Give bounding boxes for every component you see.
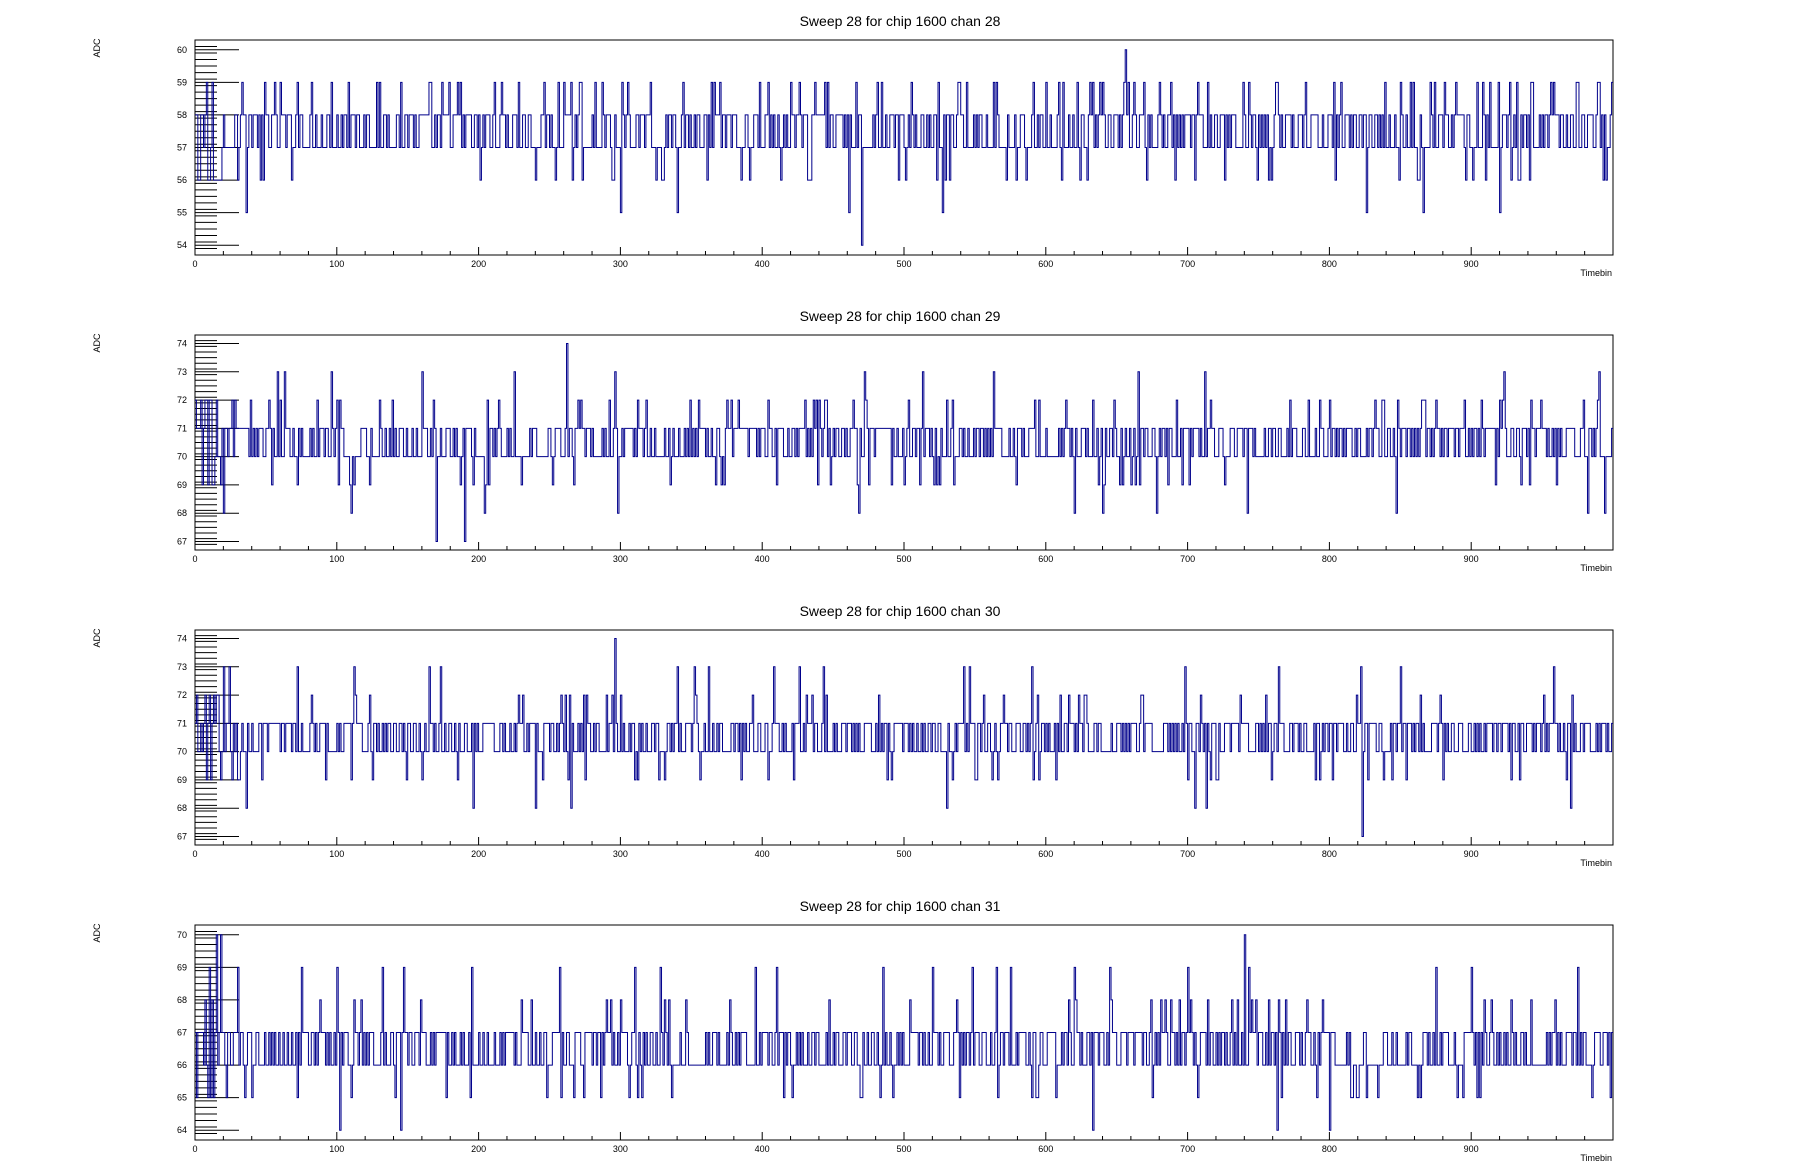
x-tick-label: 700: [1180, 259, 1195, 269]
x-tick-label: 0: [192, 554, 197, 564]
x-tick-label: 500: [896, 1144, 911, 1154]
x-tick-label: 200: [471, 554, 486, 564]
panel-chan-31: Sweep 28 for chip 1600 chan 31 ADC Timeb…: [92, 898, 1614, 1163]
y-tick-label: 70: [177, 930, 187, 940]
x-tick-label: 200: [471, 259, 486, 269]
x-tick-label: 900: [1464, 259, 1479, 269]
chart-title: Sweep 28 for chip 1600 chan 30: [800, 603, 1001, 619]
adc-series-line: [195, 934, 1613, 1131]
x-axis-label: Timebin: [1580, 858, 1612, 868]
y-tick-label: 69: [177, 962, 187, 972]
y-tick-label: 55: [177, 208, 187, 218]
x-tick-label: 0: [192, 259, 197, 269]
y-tick-label: 60: [177, 45, 187, 55]
y-tick-label: 74: [177, 338, 187, 348]
x-tick-label: 300: [613, 259, 628, 269]
x-axis-label: Timebin: [1580, 1153, 1612, 1163]
y-tick-label: 54: [177, 240, 187, 250]
chart-title: Sweep 28 for chip 1600 chan 29: [800, 308, 1001, 324]
y-axis-label: ADC: [92, 333, 102, 353]
x-axis-label: Timebin: [1580, 268, 1612, 278]
x-tick-label: 100: [329, 849, 344, 859]
y-tick-label: 68: [177, 508, 187, 518]
y-tick-label: 69: [177, 775, 187, 785]
x-tick-label: 800: [1322, 259, 1337, 269]
x-tick-label: 100: [329, 554, 344, 564]
y-tick-label: 67: [177, 1028, 187, 1038]
x-tick-label: 0: [192, 849, 197, 859]
y-axis-label: ADC: [92, 628, 102, 648]
x-tick-label: 200: [471, 1144, 486, 1154]
adc-series-line: [195, 49, 1613, 246]
x-tick-label: 300: [613, 1144, 628, 1154]
x-tick-label: 700: [1180, 849, 1195, 859]
x-axis-label: Timebin: [1580, 563, 1612, 573]
x-tick-label: 0: [192, 1144, 197, 1154]
adc-series-line: [195, 637, 1613, 838]
x-tick-label: 800: [1322, 554, 1337, 564]
x-tick-label: 700: [1180, 554, 1195, 564]
y-tick-label: 66: [177, 1060, 187, 1070]
y-tick-label: 64: [177, 1125, 187, 1135]
x-tick-label: 800: [1322, 849, 1337, 859]
y-tick-label: 68: [177, 995, 187, 1005]
adc-series-line: [195, 342, 1613, 543]
x-tick-label: 900: [1464, 849, 1479, 859]
x-tick-label: 200: [471, 849, 486, 859]
y-tick-label: 65: [177, 1093, 187, 1103]
x-tick-label: 100: [329, 259, 344, 269]
x-tick-label: 400: [755, 554, 770, 564]
y-tick-label: 70: [177, 747, 187, 757]
x-tick-label: 500: [896, 849, 911, 859]
y-axis-label: ADC: [92, 923, 102, 943]
x-tick-label: 600: [1038, 554, 1053, 564]
x-tick-label: 600: [1038, 849, 1053, 859]
x-tick-label: 600: [1038, 259, 1053, 269]
y-tick-label: 58: [177, 110, 187, 120]
y-tick-label: 57: [177, 143, 187, 153]
y-tick-label: 59: [177, 77, 187, 87]
y-tick-label: 73: [177, 662, 187, 672]
y-tick-label: 72: [177, 395, 187, 405]
y-tick-label: 74: [177, 633, 187, 643]
x-tick-label: 600: [1038, 1144, 1053, 1154]
y-tick-label: 72: [177, 690, 187, 700]
chart-title: Sweep 28 for chip 1600 chan 31: [800, 898, 1001, 914]
y-tick-label: 69: [177, 480, 187, 490]
x-tick-label: 900: [1464, 1144, 1479, 1154]
x-tick-label: 500: [896, 554, 911, 564]
x-tick-label: 900: [1464, 554, 1479, 564]
panel-chan-29: Sweep 28 for chip 1600 chan 29 ADC Timeb…: [92, 308, 1614, 573]
x-tick-label: 300: [613, 849, 628, 859]
x-tick-label: 700: [1180, 1144, 1195, 1154]
x-tick-label: 400: [755, 1144, 770, 1154]
x-tick-label: 300: [613, 554, 628, 564]
x-tick-label: 400: [755, 849, 770, 859]
y-tick-label: 71: [177, 718, 187, 728]
y-tick-label: 73: [177, 367, 187, 377]
y-tick-label: 71: [177, 423, 187, 433]
y-tick-label: 68: [177, 803, 187, 813]
y-tick-label: 67: [177, 832, 187, 842]
x-tick-label: 100: [329, 1144, 344, 1154]
x-tick-label: 400: [755, 259, 770, 269]
y-tick-label: 70: [177, 452, 187, 462]
chart-title: Sweep 28 for chip 1600 chan 28: [800, 13, 1001, 29]
y-tick-label: 56: [177, 175, 187, 185]
y-axis-label: ADC: [92, 38, 102, 58]
x-tick-label: 500: [896, 259, 911, 269]
y-tick-label: 67: [177, 537, 187, 547]
panel-chan-30: Sweep 28 for chip 1600 chan 30 ADC Timeb…: [92, 603, 1614, 868]
panel-chan-28: Sweep 28 for chip 1600 chan 28 ADC Timeb…: [92, 13, 1614, 278]
x-tick-label: 800: [1322, 1144, 1337, 1154]
